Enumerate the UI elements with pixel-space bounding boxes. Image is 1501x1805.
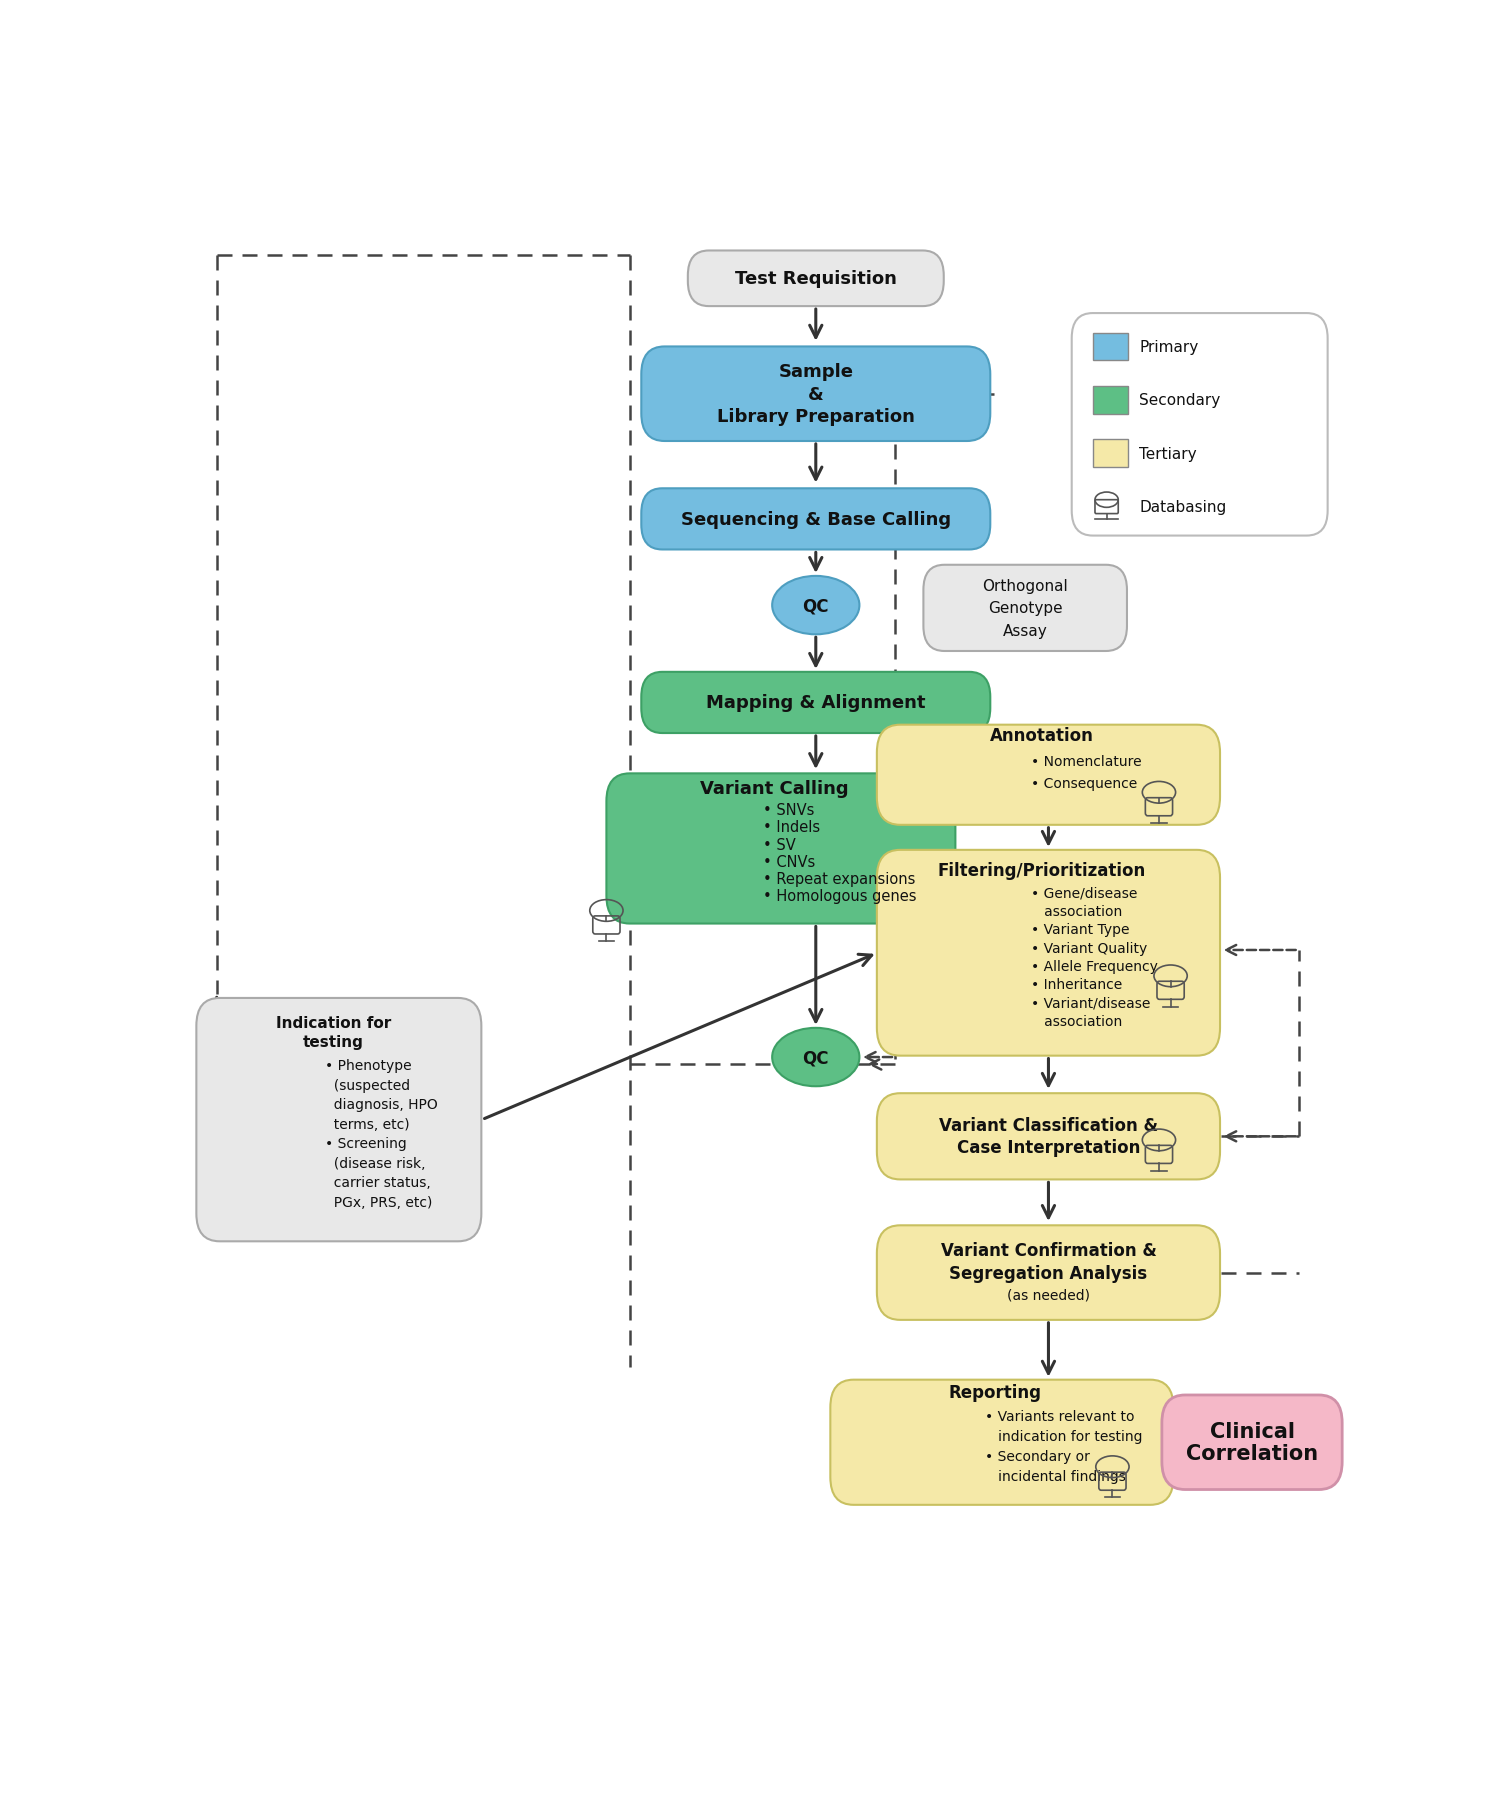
Text: association: association	[1031, 904, 1123, 919]
FancyBboxPatch shape	[1093, 334, 1127, 361]
FancyBboxPatch shape	[1072, 314, 1328, 536]
Text: Correlation: Correlation	[1186, 1444, 1318, 1464]
Text: Segregation Analysis: Segregation Analysis	[950, 1264, 1147, 1282]
Text: PGx, PRS, etc): PGx, PRS, etc)	[324, 1195, 432, 1209]
Text: Genotype: Genotype	[988, 601, 1063, 616]
Text: • Secondary or: • Secondary or	[985, 1449, 1090, 1464]
Text: • Gene/disease: • Gene/disease	[1031, 886, 1138, 901]
Text: diagnosis, HPO: diagnosis, HPO	[324, 1097, 437, 1112]
Text: Sequencing & Base Calling: Sequencing & Base Calling	[681, 511, 950, 529]
Text: • Homologous genes: • Homologous genes	[764, 888, 917, 904]
FancyBboxPatch shape	[641, 673, 991, 733]
FancyBboxPatch shape	[641, 489, 991, 551]
Text: Primary: Primary	[1139, 339, 1198, 356]
Text: &: &	[808, 386, 824, 404]
Text: • SV: • SV	[764, 838, 796, 852]
Text: Case Interpretation: Case Interpretation	[956, 1139, 1141, 1157]
Text: (suspected: (suspected	[324, 1078, 410, 1092]
Text: • Consequence: • Consequence	[1031, 776, 1138, 791]
Text: Orthogonal: Orthogonal	[982, 579, 1069, 594]
Text: • Variants relevant to: • Variants relevant to	[985, 1410, 1135, 1424]
FancyBboxPatch shape	[877, 1094, 1220, 1180]
Text: Test Requisition: Test Requisition	[735, 271, 896, 289]
Ellipse shape	[772, 576, 860, 635]
Text: Secondary: Secondary	[1139, 393, 1220, 408]
Text: QC: QC	[803, 597, 829, 616]
FancyBboxPatch shape	[830, 1379, 1174, 1505]
Text: • Phenotype: • Phenotype	[324, 1060, 411, 1072]
Text: Variant Calling: Variant Calling	[699, 780, 848, 798]
Text: terms, etc): terms, etc)	[324, 1117, 410, 1132]
Text: indication for testing: indication for testing	[985, 1430, 1142, 1444]
Text: • Allele Frequency: • Allele Frequency	[1031, 960, 1159, 973]
Text: Clinical: Clinical	[1210, 1421, 1294, 1442]
Text: Mapping & Alignment: Mapping & Alignment	[705, 695, 926, 711]
Text: • SNVs: • SNVs	[764, 803, 815, 818]
FancyBboxPatch shape	[687, 251, 944, 307]
Text: • Screening: • Screening	[324, 1137, 407, 1150]
Text: • Variant/disease: • Variant/disease	[1031, 996, 1151, 1011]
FancyBboxPatch shape	[1162, 1395, 1342, 1489]
Text: Library Preparation: Library Preparation	[717, 408, 914, 426]
Ellipse shape	[772, 1029, 860, 1087]
Text: Tertiary: Tertiary	[1139, 446, 1196, 462]
Text: testing: testing	[303, 1034, 363, 1051]
Text: incidental findings: incidental findings	[985, 1469, 1126, 1484]
Text: QC: QC	[803, 1049, 829, 1067]
FancyBboxPatch shape	[877, 726, 1220, 825]
Text: (disease risk,: (disease risk,	[324, 1155, 425, 1170]
Text: Indication for: Indication for	[276, 1014, 390, 1031]
Text: • Variant Quality: • Variant Quality	[1031, 940, 1148, 955]
FancyBboxPatch shape	[606, 774, 955, 924]
Text: • Inheritance: • Inheritance	[1031, 978, 1123, 991]
FancyBboxPatch shape	[877, 1226, 1220, 1319]
FancyBboxPatch shape	[923, 565, 1127, 652]
Text: Filtering/Prioritization: Filtering/Prioritization	[938, 863, 1145, 879]
Text: carrier status,: carrier status,	[324, 1175, 431, 1189]
Text: Variant Confirmation &: Variant Confirmation &	[941, 1242, 1156, 1260]
Text: • Variant Type: • Variant Type	[1031, 922, 1130, 937]
Text: • Nomenclature: • Nomenclature	[1031, 754, 1142, 769]
Text: • Indels: • Indels	[764, 819, 821, 836]
Text: Reporting: Reporting	[949, 1383, 1042, 1401]
Text: Assay: Assay	[1003, 623, 1048, 639]
Text: • CNVs: • CNVs	[764, 854, 815, 870]
FancyBboxPatch shape	[1093, 440, 1127, 467]
FancyBboxPatch shape	[197, 998, 482, 1242]
Text: Sample: Sample	[779, 363, 853, 381]
Text: Annotation: Annotation	[989, 726, 1094, 744]
FancyBboxPatch shape	[641, 347, 991, 442]
Text: association: association	[1031, 1014, 1123, 1029]
FancyBboxPatch shape	[1093, 386, 1127, 415]
Text: (as needed): (as needed)	[1007, 1289, 1090, 1301]
FancyBboxPatch shape	[877, 850, 1220, 1056]
Text: Databasing: Databasing	[1139, 500, 1226, 514]
Text: Variant Classification &: Variant Classification &	[940, 1117, 1157, 1135]
Text: • Repeat expansions: • Repeat expansions	[764, 872, 916, 886]
